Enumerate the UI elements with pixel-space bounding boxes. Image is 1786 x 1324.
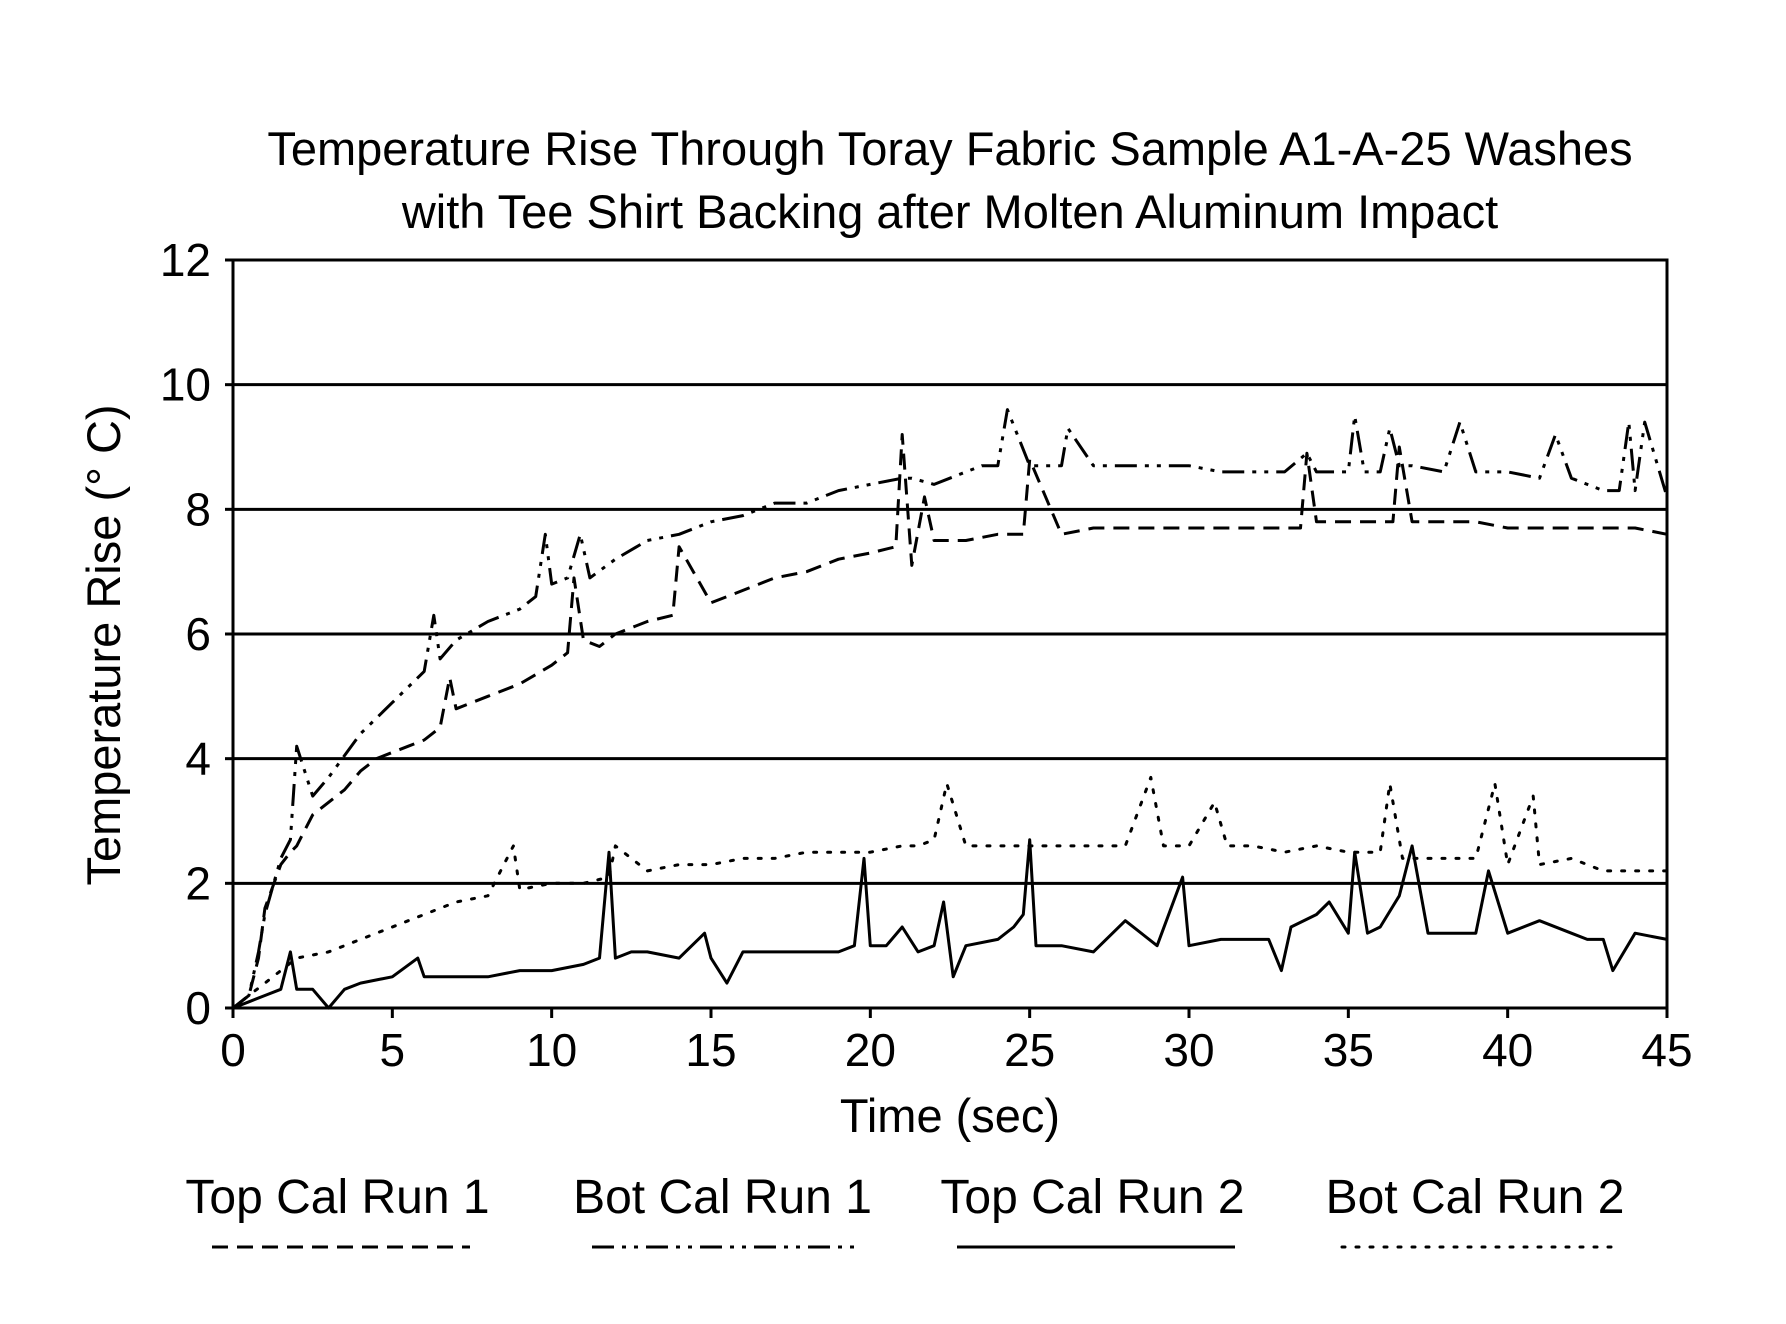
- legend-label-4: Bot Cal Run 2: [1326, 1171, 1625, 1224]
- legend-label-2: Bot Cal Run 1: [573, 1171, 872, 1224]
- x-axis-label: Time (sec): [840, 1089, 1060, 1142]
- x-tick-label: 30: [1163, 1024, 1214, 1076]
- chart-title-line-1: Temperature Rise Through Toray Fabric Sa…: [267, 122, 1632, 175]
- x-tick-label: 40: [1482, 1024, 1533, 1076]
- x-tick-label: 10: [526, 1024, 577, 1076]
- x-tick-label: 25: [1004, 1024, 1055, 1076]
- legend-label-1: Top Cal Run 1: [185, 1171, 489, 1224]
- y-axis-label: Temperature Rise (° C): [77, 404, 130, 885]
- temperature-rise-chart: Temperature Rise Through Toray Fabric Sa…: [0, 0, 1786, 1319]
- x-tick-label: 15: [685, 1024, 736, 1076]
- chart-container: Temperature Rise Through Toray Fabric Sa…: [0, 0, 1786, 1319]
- x-tick-label: 0: [220, 1024, 246, 1076]
- x-tick-label: 5: [380, 1024, 406, 1076]
- y-tick-label: 8: [185, 483, 211, 535]
- x-tick-label: 35: [1323, 1024, 1374, 1076]
- y-tick-label: 6: [185, 608, 211, 660]
- legend-label-3: Top Cal Run 2: [940, 1171, 1244, 1224]
- x-tick-label: 20: [845, 1024, 896, 1076]
- y-tick-label: 4: [185, 733, 211, 785]
- y-tick-label: 10: [160, 359, 211, 411]
- series-line-2: [233, 410, 1667, 1008]
- chart-title-line-2: with Tee Shirt Backing after Molten Alum…: [401, 185, 1498, 238]
- series-line-1: [233, 435, 1667, 1009]
- legend: Top Cal Run 1 Bot Cal Run 1 Top Cal Run 2 B…: [185, 1171, 1624, 1247]
- y-tick-label: 2: [185, 857, 211, 909]
- series-line-4: [233, 777, 1667, 1008]
- series-line-3: [233, 840, 1667, 1008]
- y-tick-label: 0: [185, 982, 211, 1034]
- x-tick-label: 45: [1641, 1024, 1692, 1076]
- y-tick-label: 12: [160, 234, 211, 286]
